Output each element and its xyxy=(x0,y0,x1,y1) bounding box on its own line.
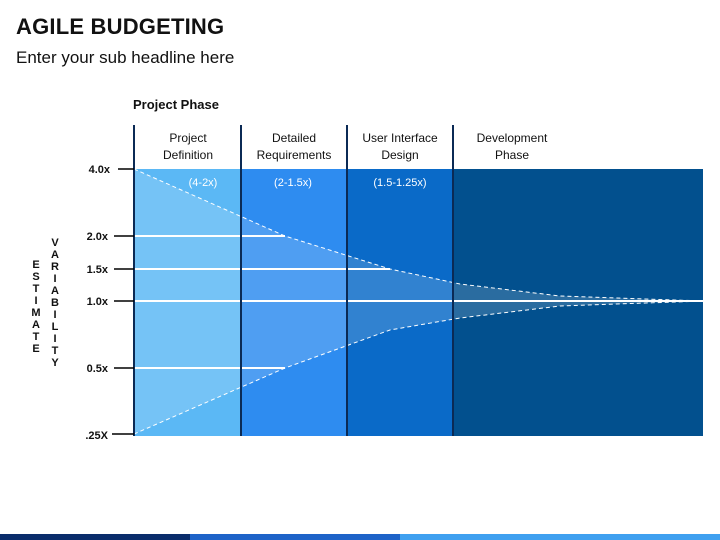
phase-range-project-definition: (4-2x) xyxy=(189,177,218,189)
phase-label-development-phase: Development Phase xyxy=(453,130,571,164)
axis-label-letter: S xyxy=(32,271,40,283)
phase-band-user-interface-design xyxy=(347,169,453,436)
axis-label-letter: A xyxy=(51,249,59,261)
phase-label-detailed-requirements: Detailed Requirements xyxy=(241,130,347,164)
axis-label-letter: T xyxy=(32,331,40,343)
footer-accent-bar xyxy=(0,534,720,540)
y-tick-label-1-5x: 1.5x xyxy=(87,264,109,276)
phase-label-line1: Detailed xyxy=(271,131,317,145)
y-tick-marks xyxy=(112,168,134,435)
y-tick-label-2x: 2.0x xyxy=(87,231,109,243)
phase-label-line1: User Interface xyxy=(362,131,438,145)
y-tick-label-0-25x: .25X xyxy=(85,430,108,442)
cone-upper-boundary xyxy=(133,168,704,302)
footer-bar-segment xyxy=(0,534,190,540)
phase-label-line2: Requirements xyxy=(256,148,332,162)
phase-band-detailed-requirements xyxy=(241,169,347,436)
phase-label-line2: Definition xyxy=(162,148,214,162)
axis-label-letter: E xyxy=(32,343,40,355)
y-tick-label-0-5x: 0.5x xyxy=(87,363,109,375)
phase-label-line1: Project xyxy=(169,131,207,145)
phase-label-project-definition: Project Definition xyxy=(135,130,241,164)
axis-label-letter: T xyxy=(32,283,40,295)
phase-label-line2: Design xyxy=(381,148,419,162)
axis-label-letter: V xyxy=(51,237,59,249)
cone-lower-boundary xyxy=(133,300,704,435)
axis-label-letter: I xyxy=(53,309,57,321)
phase-range-detailed-requirements: (2-1.5x) xyxy=(274,177,312,189)
phase-label-line2: Phase xyxy=(494,148,530,162)
phase-label-user-interface-design: User Interface Design xyxy=(347,130,453,164)
phase-band-project-definition xyxy=(134,169,241,436)
axis-label-letter: M xyxy=(31,307,41,319)
phase-range-user-interface-design: (1.5-1.25x) xyxy=(373,177,426,189)
axis-label-letter: I xyxy=(53,333,57,345)
axis-label-letter: I xyxy=(53,273,57,285)
axis-label-letter: T xyxy=(51,345,59,357)
axis-label-letter: B xyxy=(51,297,59,309)
axis-label-letter: I xyxy=(34,295,38,307)
phase-dividers xyxy=(133,125,454,436)
axis-label-letter: A xyxy=(32,319,40,331)
page-title: AGILE BUDGETING xyxy=(16,14,225,39)
page-subtitle: Enter your sub headline here xyxy=(16,48,235,67)
footer-bar-segment xyxy=(190,534,400,540)
phase-label-line1: Development xyxy=(476,131,548,145)
footer-bar-segment xyxy=(400,534,720,540)
axis-label-letter: Y xyxy=(51,357,59,369)
y-tick-label-4x: 4.0x xyxy=(89,164,111,176)
y-tick-label-1x: 1.0x xyxy=(87,296,109,308)
axis-label-letter: R xyxy=(51,261,59,273)
axis-label-letter: L xyxy=(51,321,59,333)
project-phase-label: Project Phase xyxy=(133,97,219,112)
axis-label-letter: A xyxy=(51,285,59,297)
axis-label-letter: E xyxy=(32,259,40,271)
